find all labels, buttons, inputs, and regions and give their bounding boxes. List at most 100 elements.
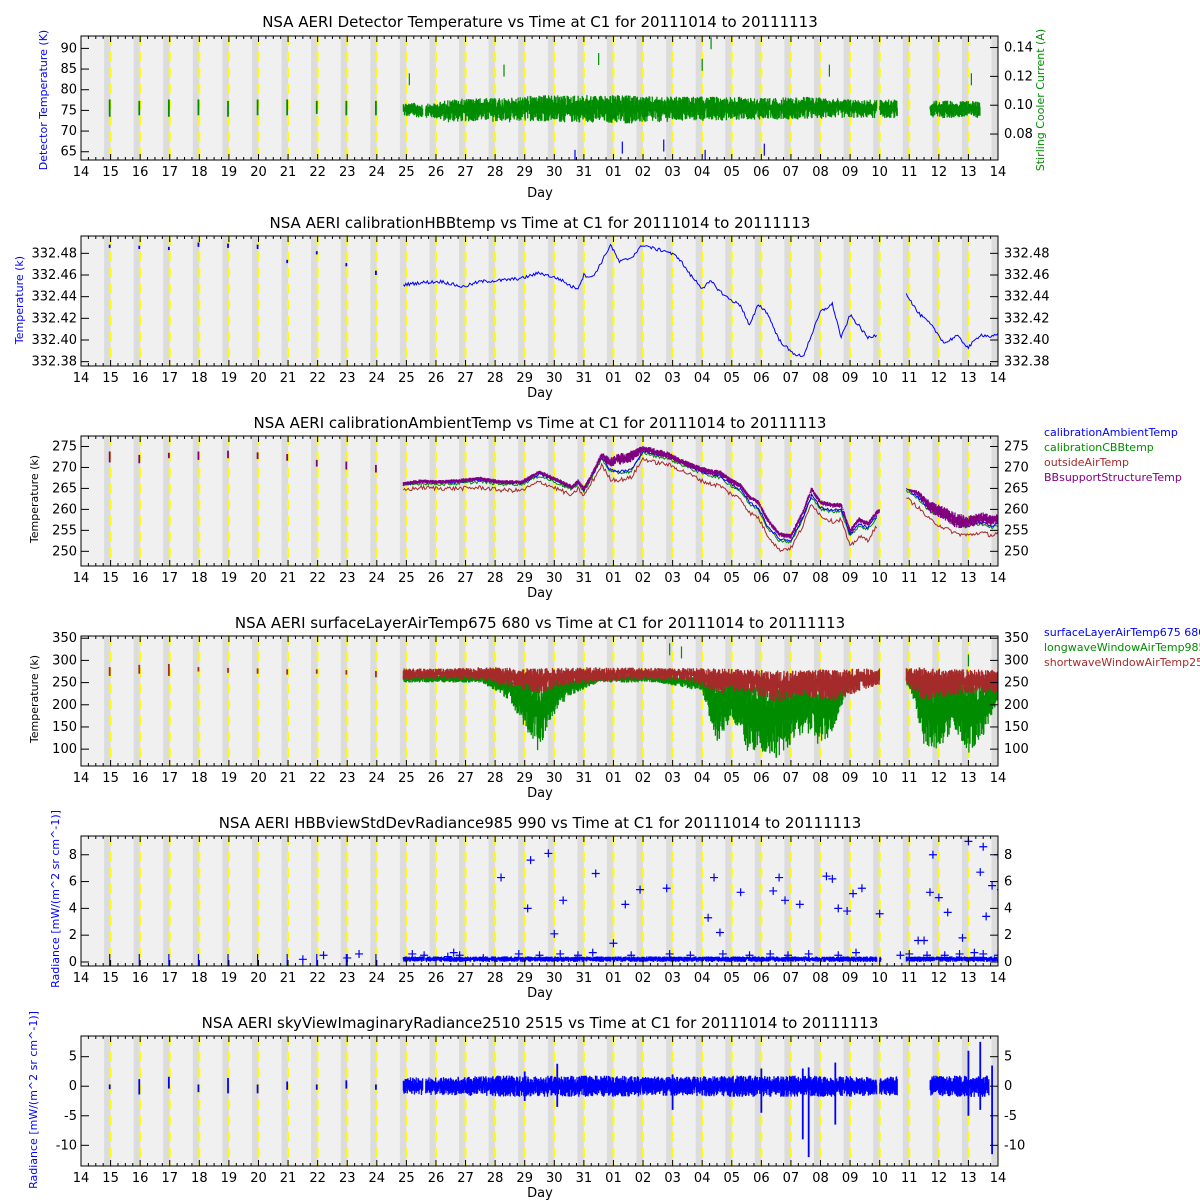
y-tick-label-right: 260: [1004, 502, 1029, 517]
night-band: [606, 636, 614, 766]
x-tick-label: 25: [398, 971, 415, 986]
x-tick-label: 02: [635, 371, 652, 386]
plot-area: [81, 236, 998, 366]
night-band: [961, 1036, 969, 1166]
data-point: [834, 904, 843, 913]
night-band: [163, 436, 170, 566]
night-band: [133, 636, 141, 766]
x-tick-label: 06: [753, 971, 770, 986]
y-tick-label: 0: [69, 1079, 77, 1094]
x-tick-label: 04: [694, 771, 711, 786]
x-tick-label: 20: [250, 971, 267, 986]
data-point: [355, 949, 364, 958]
data-point: [994, 951, 998, 960]
x-tick-label: 16: [132, 771, 149, 786]
night-band: [961, 836, 969, 966]
y-tick-label: 5: [69, 1050, 77, 1065]
night-band: [370, 436, 377, 566]
night-band: [251, 436, 259, 566]
night-band: [873, 636, 880, 766]
data-point: [573, 951, 582, 960]
night-band: [399, 436, 407, 566]
x-tick-label: 17: [161, 571, 178, 586]
x-tick-label: 12: [931, 371, 948, 386]
x-tick-label: 27: [457, 571, 474, 586]
night-band: [370, 1036, 377, 1166]
night-band: [133, 36, 141, 160]
x-tick-label: 08: [812, 971, 829, 986]
x-tick-label: 18: [191, 571, 208, 586]
x-tick-label: 31: [576, 571, 593, 586]
night-band: [281, 236, 289, 366]
y-tick-label: 2: [69, 928, 77, 943]
night-band: [843, 36, 851, 160]
data-point: [843, 907, 852, 916]
y-tick-label-right: 350: [1004, 631, 1029, 646]
x-tick-label: 19: [221, 371, 238, 386]
y-tick-label-right: 332.42: [1004, 311, 1050, 326]
y-tick-label-right: 332.38: [1004, 355, 1050, 370]
night-band: [577, 636, 584, 766]
data-point: [970, 948, 979, 957]
x-axis-label: Day: [527, 986, 553, 1001]
plot-hbb-std: 14 15 16 17 18 19 20 21 22 23 24 25 26 27 28 29 30 31 01 02…: [69, 835, 1012, 986]
x-tick-label: 31: [576, 165, 593, 180]
y-axis-label-right: Stirling Cooler Current (A): [1034, 29, 1047, 171]
y-tick-label: 255: [52, 523, 77, 538]
night-band: [873, 36, 880, 160]
y-tick-label-right: -5: [1004, 1109, 1017, 1124]
x-tick-label: 10: [871, 371, 888, 386]
x-tick-label: 21: [280, 165, 297, 180]
x-tick-label: 07: [783, 371, 800, 386]
night-band: [814, 1036, 821, 1166]
y-axis-label: Temperature (k): [13, 256, 26, 345]
y-tick-label: 90: [60, 41, 77, 56]
night-band: [843, 436, 851, 566]
night-band: [311, 236, 318, 366]
x-tick-label: 08: [812, 571, 829, 586]
x-tick-label: 18: [191, 771, 208, 786]
x-tick-label: 06: [753, 1171, 770, 1186]
data-point: [988, 881, 997, 890]
plot-sky: 14 15 16 17 18 19 20 21 22 23 24 25 26 27 28 29 30 31 01 02…: [56, 1035, 1025, 1186]
night-band: [192, 236, 200, 366]
x-tick-label: 23: [339, 571, 356, 586]
x-tick-label: 27: [457, 1171, 474, 1186]
night-band: [311, 836, 318, 966]
x-tick-label: 22: [309, 971, 326, 986]
x-tick-label: 25: [398, 771, 415, 786]
y-axis-label: Temperature (k): [28, 455, 41, 544]
x-tick-label: 01: [605, 771, 622, 786]
night-band: [873, 836, 880, 966]
x-tick-label: 11: [901, 371, 918, 386]
x-tick-label: 01: [605, 571, 622, 586]
y-tick-label: 75: [60, 103, 77, 118]
data-point: [710, 873, 719, 882]
night-band: [725, 1036, 732, 1166]
x-tick-label: 30: [546, 371, 563, 386]
night-band: [991, 1036, 998, 1166]
night-band: [932, 36, 939, 160]
x-tick-label: 03: [664, 971, 681, 986]
y-tick-label-right: 275: [1004, 439, 1029, 454]
series-green-band: [402, 95, 981, 124]
x-tick-label: 07: [783, 571, 800, 586]
x-tick-label: 23: [339, 1171, 356, 1186]
night-band: [192, 36, 200, 160]
night-band: [902, 1036, 910, 1166]
x-tick-label: 02: [635, 971, 652, 986]
data-point: [556, 949, 565, 958]
x-axis-label: Day: [527, 786, 553, 801]
x-tick-label: 12: [931, 771, 948, 786]
x-tick-label: 14: [990, 971, 1007, 986]
night-band: [695, 636, 703, 766]
y-tick-label: 65: [60, 145, 77, 160]
x-tick-label: 02: [635, 571, 652, 586]
x-tick-label: 27: [457, 771, 474, 786]
night-band: [902, 636, 910, 766]
x-tick-label: 01: [605, 165, 622, 180]
x-tick-label: 26: [428, 571, 445, 586]
night-band: [104, 1036, 111, 1166]
